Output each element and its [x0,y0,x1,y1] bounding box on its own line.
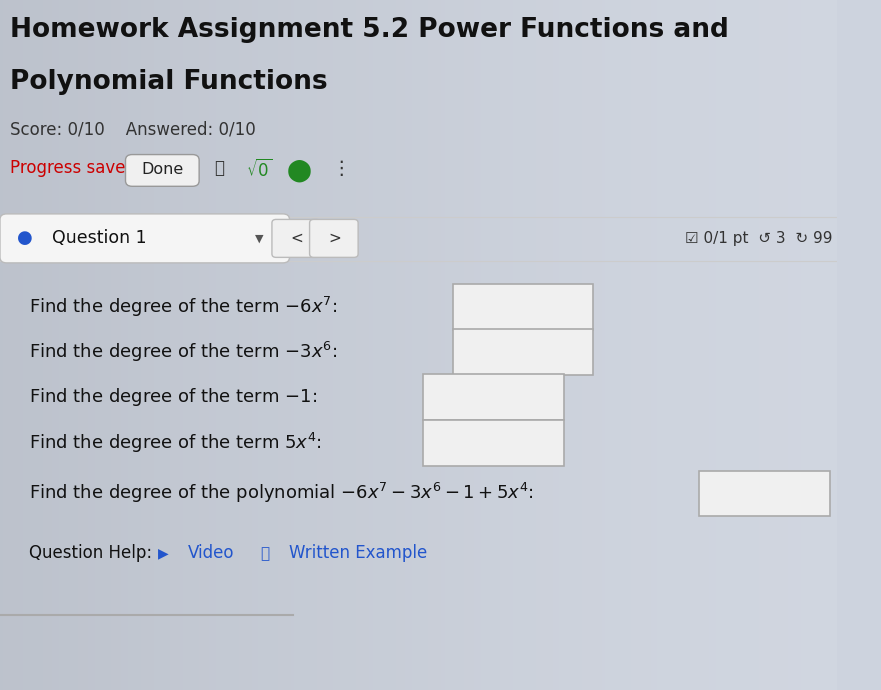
FancyBboxPatch shape [0,214,290,263]
Text: <: < [291,231,303,246]
FancyBboxPatch shape [424,374,564,420]
Text: Progress saved: Progress saved [10,159,136,177]
Text: ☑ 0/1 pt  ↺ 3  ↻ 99: ☑ 0/1 pt ↺ 3 ↻ 99 [685,231,833,246]
Text: Video: Video [189,544,234,562]
FancyBboxPatch shape [453,284,593,330]
Text: Question 1: Question 1 [52,229,146,248]
Text: Find the degree of the term $-3x^6$:: Find the degree of the term $-3x^6$: [29,340,337,364]
Text: ▶: ▶ [158,546,168,560]
Text: 🖨: 🖨 [214,159,225,177]
Text: $\sqrt{0}$: $\sqrt{0}$ [246,159,272,181]
Text: Find the degree of the term $-6x^7$:: Find the degree of the term $-6x^7$: [29,295,337,319]
Text: 🖹: 🖹 [260,546,269,561]
Text: Done: Done [141,161,183,177]
Text: Homework Assignment 5.2 Power Functions and: Homework Assignment 5.2 Power Functions … [10,17,729,43]
FancyBboxPatch shape [272,219,321,257]
Text: >: > [329,231,341,246]
FancyBboxPatch shape [453,329,593,375]
Text: ▼: ▼ [255,233,263,244]
Text: ⋮: ⋮ [331,159,352,178]
Text: ⬤: ⬤ [287,159,312,182]
FancyBboxPatch shape [125,155,199,186]
Text: ●: ● [18,229,33,248]
FancyBboxPatch shape [424,420,564,466]
Text: Find the degree of the polynomial $-6x^7 - 3x^6 - 1 + 5x^4$:: Find the degree of the polynomial $-6x^7… [29,482,534,505]
Text: Score: 0/10    Answered: 0/10: Score: 0/10 Answered: 0/10 [10,121,255,139]
FancyBboxPatch shape [700,471,830,516]
Text: Polynomial Functions: Polynomial Functions [10,69,328,95]
Text: Find the degree of the term $5x^4$:: Find the degree of the term $5x^4$: [29,431,322,455]
Text: Find the degree of the term $-1$:: Find the degree of the term $-1$: [29,386,317,408]
FancyBboxPatch shape [309,219,358,257]
Text: Written Example: Written Example [289,544,427,562]
Text: Question Help:: Question Help: [29,544,152,562]
